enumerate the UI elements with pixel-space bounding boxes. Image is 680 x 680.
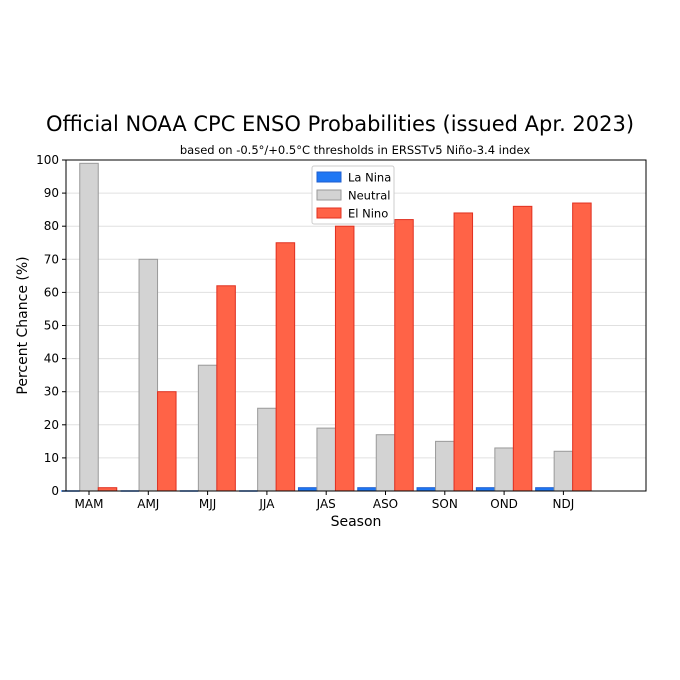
y-tick-label: 60: [44, 285, 59, 299]
bar-neutral-jas: [316, 427, 336, 492]
y-axis-label: Percent Chance (%): [15, 256, 31, 394]
y-tick-label: 20: [44, 418, 59, 432]
x-tick-label: SON: [432, 497, 458, 511]
bar-neutral-ndj: [553, 450, 574, 492]
x-tick-label: MAM: [75, 497, 104, 511]
legend-swatch: [316, 207, 342, 219]
bar-el-nino-ond: [512, 205, 533, 492]
x-axis-ticks: MAM AMJ MJJ JJA JAS ASO SON OND NDJ: [75, 491, 575, 511]
legend-label: Neutral: [348, 189, 390, 203]
x-tick-label: MJJ: [199, 497, 216, 511]
y-tick-label: 30: [44, 385, 59, 399]
y-tick-label: 70: [44, 252, 59, 266]
bar-neutral-son: [435, 440, 455, 492]
bar-neutral-mjj: [197, 364, 218, 492]
y-axis-ticks: 0 10 20 30 40 50 60 70 80 90 100: [36, 153, 66, 498]
y-tick-label: 10: [44, 451, 59, 465]
bar-el-nino-jas: [334, 225, 355, 492]
y-tick-label: 0: [51, 484, 59, 498]
x-tick-label: ASO: [373, 497, 398, 511]
x-tick-label: AMJ: [137, 497, 159, 511]
bar-neutral-ond: [494, 447, 514, 492]
bar-el-nino-mjj: [216, 285, 236, 492]
bars: [61, 162, 592, 492]
y-tick-label: 40: [44, 352, 59, 366]
x-axis-label: Season: [331, 514, 382, 530]
x-tick-label: JAS: [316, 497, 336, 511]
y-tick-label: 50: [44, 319, 59, 333]
y-tick-label: 80: [44, 219, 59, 233]
bar-neutral-aso: [375, 434, 396, 492]
legend-swatch: [316, 171, 342, 183]
bar-el-nino-amj: [157, 391, 177, 492]
x-tick-label: JJA: [258, 497, 275, 511]
bar-el-nino-ndj: [572, 202, 592, 492]
bar-el-nino-aso: [394, 219, 414, 492]
chart-title: Official NOAA CPC ENSO Probabilities (is…: [45, 112, 635, 136]
y-tick-label: 100: [36, 153, 59, 167]
y-tick-label: 90: [44, 186, 59, 200]
legend-label: La Nina: [348, 171, 391, 185]
legend-swatch: [316, 189, 342, 201]
x-tick-label: NDJ: [553, 497, 575, 511]
legend-label: El Nino: [348, 207, 388, 221]
chart-subtitle: based on -0.5°/+0.5°C thresholds in ERSS…: [179, 143, 531, 157]
x-tick-label: OND: [490, 497, 518, 511]
bar-el-nino-jja: [275, 242, 296, 492]
bar-neutral-jja: [257, 407, 277, 492]
bar-neutral-mam: [79, 162, 99, 492]
bar-neutral-amj: [138, 258, 159, 492]
bar-el-nino-son: [453, 212, 474, 492]
legend: La Nina Neutral El Nino: [311, 165, 395, 225]
